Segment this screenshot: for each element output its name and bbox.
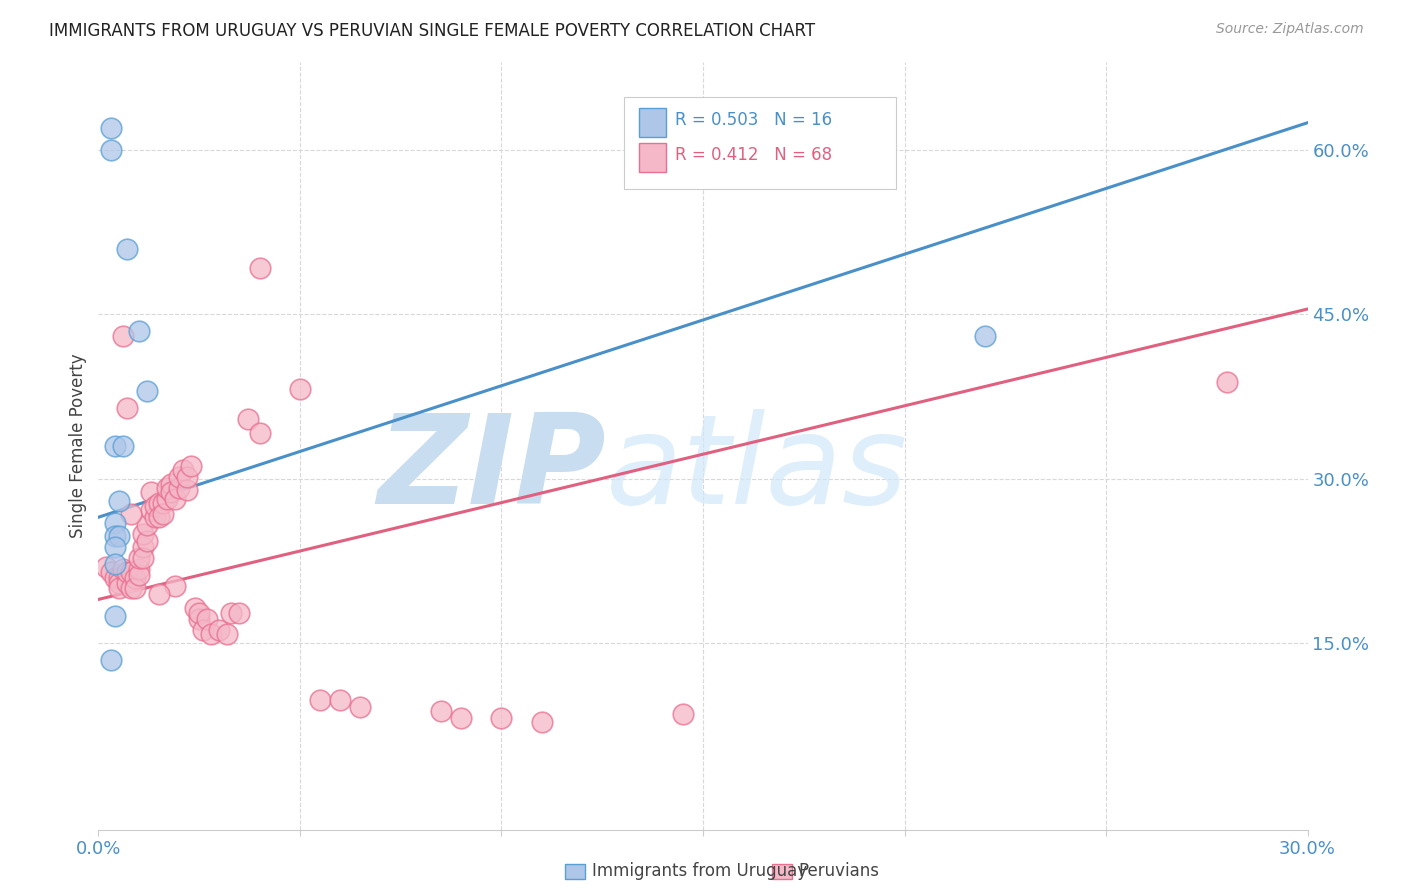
Point [103,570,125,584]
Point [139,485,162,500]
Point [217,627,239,641]
Point [152,496,174,510]
Point [135,534,157,549]
Point [124,582,146,596]
Point [148,510,170,524]
Point [156,491,179,506]
Point [103,540,125,554]
Point [172,463,194,477]
Point [249,261,271,276]
Text: atlas: atlas [606,409,908,530]
Point [288,382,311,396]
Point [228,606,250,620]
Point [128,562,150,576]
Point [208,623,231,637]
Point [135,384,157,399]
Point [120,582,142,596]
Point [974,329,997,343]
Point [1216,376,1239,390]
Point [249,425,271,440]
Point [430,704,453,718]
Point [221,606,243,620]
Point [103,439,125,453]
Point [167,469,190,483]
Y-axis label: Single Female Poverty: Single Female Poverty [69,354,87,538]
Point [132,540,155,554]
Point [163,579,186,593]
Point [672,707,695,722]
Point [115,242,138,256]
FancyBboxPatch shape [638,143,665,172]
Point [195,612,218,626]
Point [148,496,170,510]
Point [160,477,183,491]
Point [450,711,472,725]
Point [132,526,155,541]
Point [103,608,125,623]
Point [100,565,122,579]
Point [107,576,129,591]
Point [100,143,122,157]
Text: R = 0.503   N = 16: R = 0.503 N = 16 [675,111,832,129]
Point [167,481,190,495]
Point [124,570,146,584]
Point [115,565,138,579]
Point [107,582,129,596]
Point [135,517,157,532]
Point [107,570,129,584]
Point [176,483,198,497]
Point [160,485,183,500]
Point [156,481,179,495]
Point [329,693,352,707]
Point [128,550,150,565]
Point [100,121,122,136]
Text: Peruvians: Peruvians [799,863,880,880]
Point [120,507,142,521]
Point [180,458,202,473]
Point [349,699,371,714]
FancyBboxPatch shape [624,97,897,189]
Point [115,576,138,591]
Point [188,612,211,626]
FancyBboxPatch shape [638,108,665,136]
Text: Immigrants from Uruguay: Immigrants from Uruguay [592,863,807,880]
Point [103,558,125,572]
Point [184,601,207,615]
Text: ZIP: ZIP [378,409,606,530]
Point [236,411,259,425]
Point [128,568,150,582]
Text: IMMIGRANTS FROM URUGUAY VS PERUVIAN SINGLE FEMALE POVERTY CORRELATION CHART: IMMIGRANTS FROM URUGUAY VS PERUVIAN SING… [49,22,815,40]
Point [111,439,134,453]
Point [100,653,122,667]
Point [111,329,134,343]
Point [107,529,129,543]
Point [120,565,142,579]
Point [163,491,186,506]
Point [107,493,129,508]
Point [103,516,125,530]
Point [152,507,174,521]
Bar [565,863,585,880]
Point [309,693,332,707]
Point [491,711,513,725]
Point [115,401,138,415]
Point [200,627,222,641]
Point [132,550,155,565]
Text: Source: ZipAtlas.com: Source: ZipAtlas.com [1216,22,1364,37]
Point [148,587,170,601]
Point [143,510,166,524]
Point [103,529,125,543]
Point [96,559,118,574]
Point [143,500,166,514]
Point [128,324,150,338]
Point [139,502,162,516]
Point [176,469,198,483]
Text: R = 0.412   N = 68: R = 0.412 N = 68 [675,146,832,164]
Point [193,623,215,637]
Point [188,606,211,620]
Point [111,562,134,576]
Bar [772,863,792,880]
Point [530,715,553,730]
